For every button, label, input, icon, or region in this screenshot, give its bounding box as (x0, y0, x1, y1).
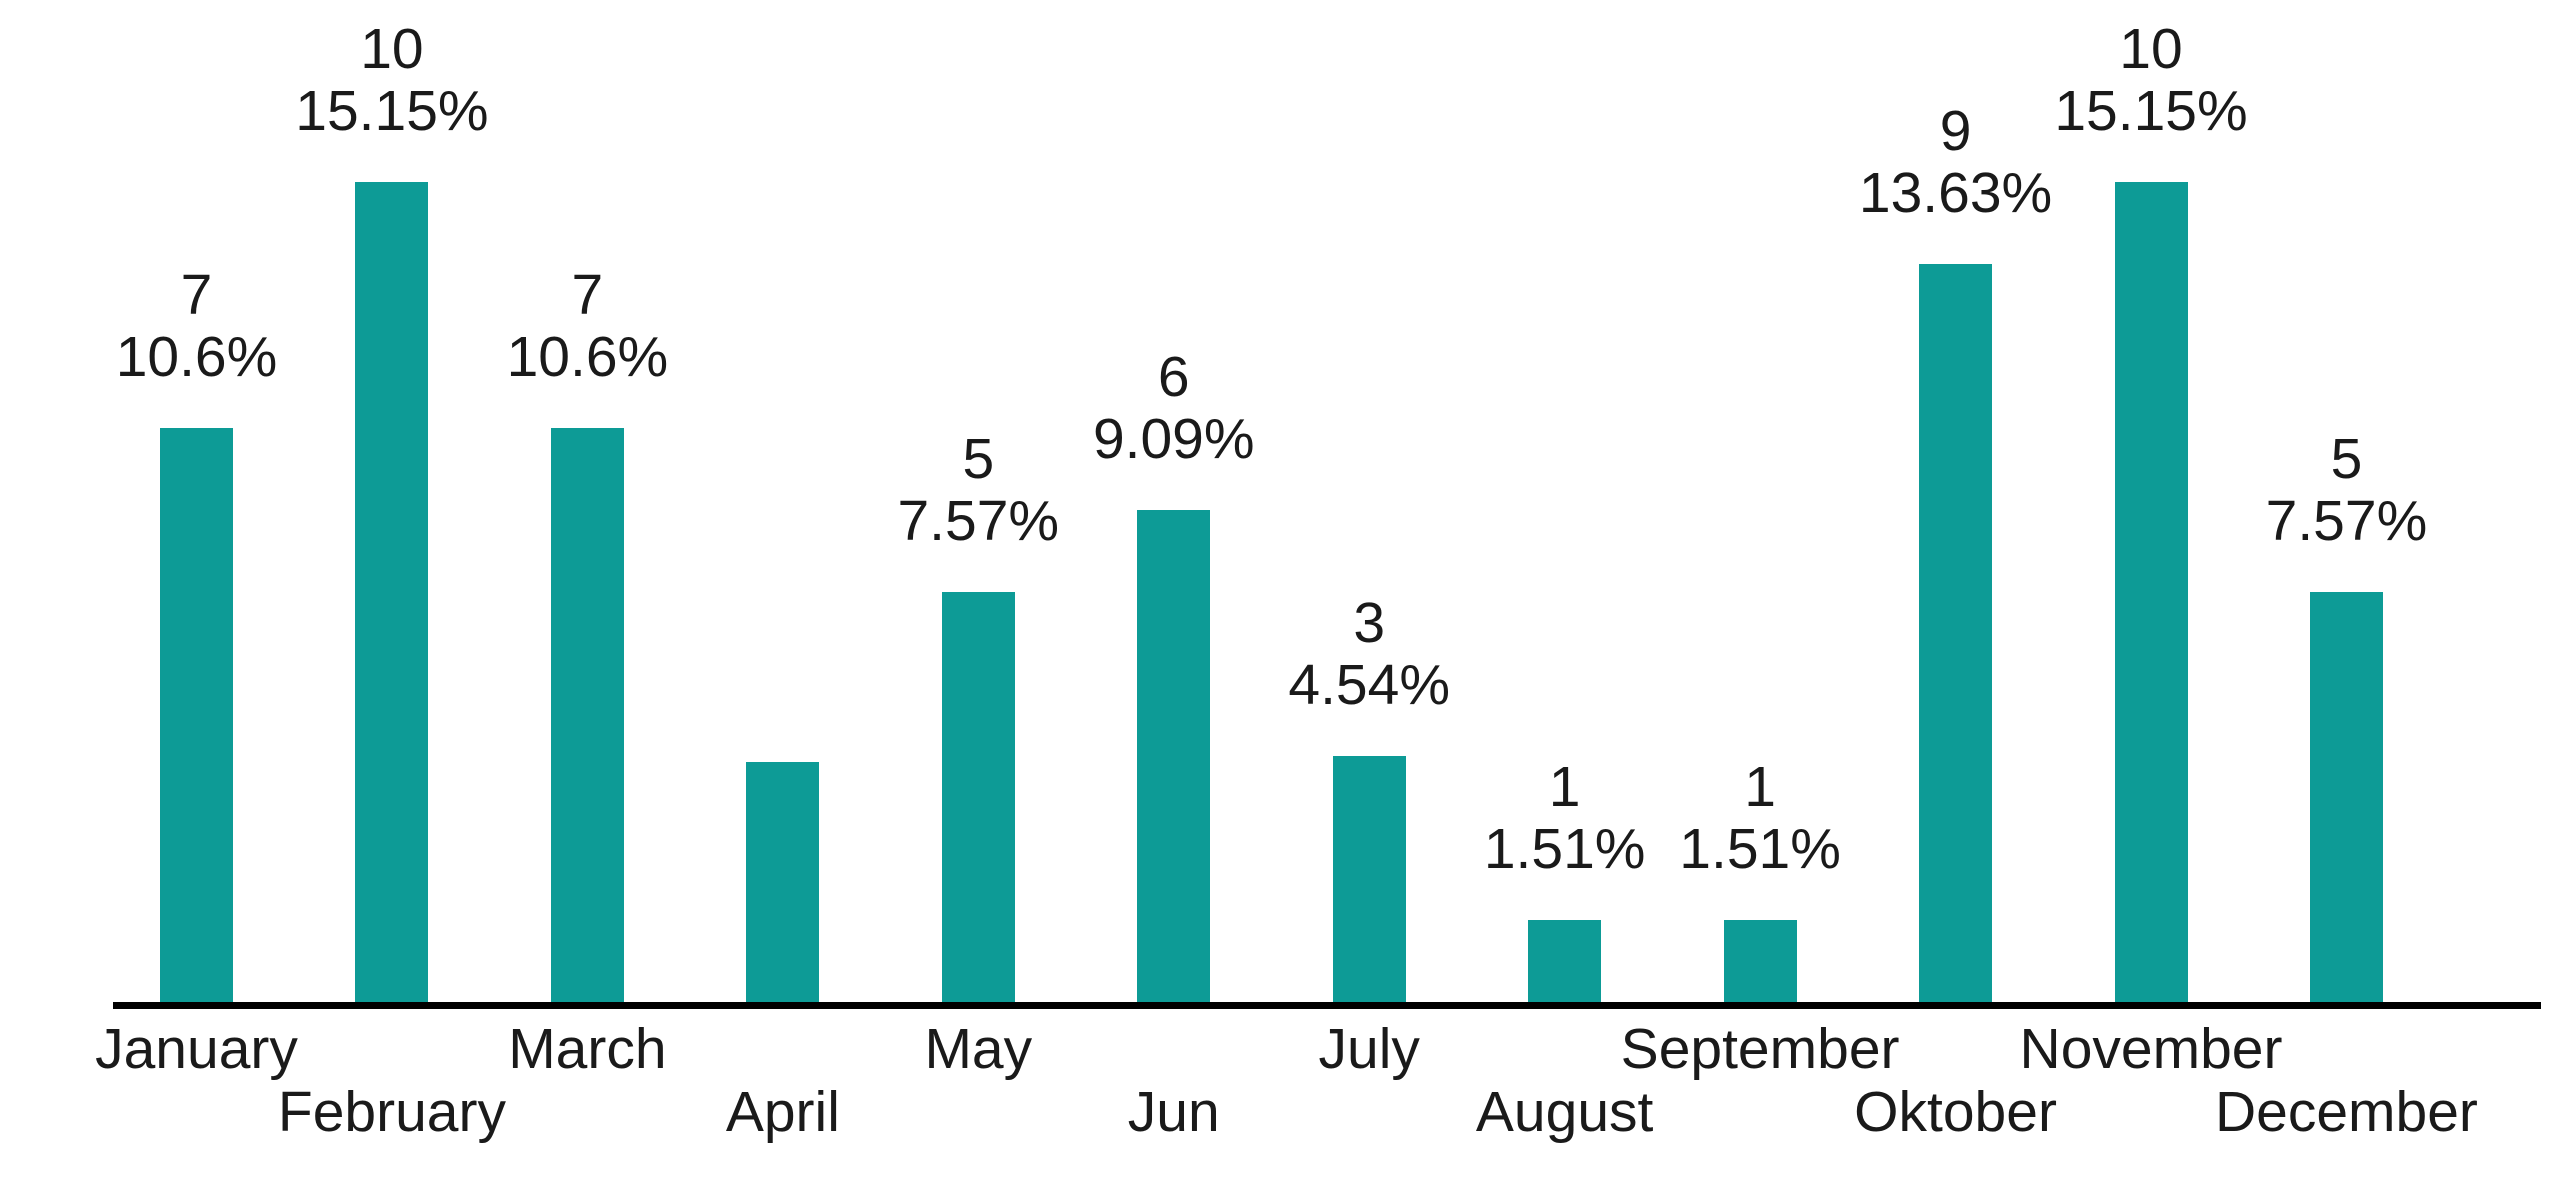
x-label-march: March (508, 1017, 667, 1081)
x-label-april: April (725, 1080, 840, 1144)
bar-data-label-july: 3 4.54% (1288, 592, 1450, 716)
bar-percent-label-march: 10.6% (506, 325, 669, 389)
bar-percent-label-august: 1.51% (1483, 817, 1646, 881)
bar-percent-label-february: 15.15% (295, 79, 489, 143)
x-label-july: July (1318, 1017, 1420, 1081)
bar-data-label-jun: 6 9.09% (1093, 346, 1255, 470)
bar-september (1723, 920, 1797, 1002)
bar-count-label-january: 7 (180, 263, 213, 327)
bar-data-label-september: 1 1.51% (1679, 756, 1841, 880)
x-label-may: May (924, 1017, 1033, 1081)
bar-data-label-august: 1 1.51% (1484, 756, 1646, 880)
bar-november (2114, 182, 2188, 1002)
bar-march (550, 428, 624, 1002)
bar-april (746, 762, 820, 1002)
bar-count-label-february: 10 (360, 17, 424, 81)
x-label-oktober: Oktober (1854, 1080, 2057, 1144)
bar-percent-label-may: 7.57% (897, 489, 1060, 553)
x-axis-line (113, 1002, 2541, 1009)
x-label-jun: Jun (1127, 1080, 1220, 1144)
bar-data-label-february: 10 15.15% (295, 18, 488, 142)
bar-count-label-march: 7 (571, 263, 604, 327)
x-label-september: September (1620, 1017, 1900, 1081)
x-label-august: August (1475, 1080, 1654, 1144)
bar-february (355, 182, 429, 1002)
bar-percent-label-jun: 9.09% (1092, 407, 1255, 471)
bar-count-label-jun: 6 (1157, 345, 1190, 409)
bar-count-label-july: 3 (1353, 591, 1386, 655)
bar-percent-label-december: 7.57% (2265, 489, 2428, 553)
bar-percent-label-january: 10.6% (115, 325, 278, 389)
bar-percent-label-november: 15.15% (2054, 79, 2248, 143)
x-label-november: November (2019, 1017, 2283, 1081)
bar-august (1528, 920, 1602, 1002)
bar-count-label-september: 1 (1744, 755, 1776, 819)
bar-data-label-january: 7 10.6% (116, 264, 278, 388)
bar-july (1332, 756, 1406, 1002)
x-label-december: December (2214, 1080, 2478, 1144)
bar-count-label-december: 5 (2330, 427, 2363, 491)
bar-count-label-may: 5 (962, 427, 995, 491)
x-label-january: January (95, 1017, 298, 1081)
bar-percent-label-oktober: 13.63% (1858, 161, 2053, 225)
bar-december (2309, 592, 2383, 1002)
x-label-february: February (277, 1080, 506, 1144)
bar-data-label-march: 7 10.6% (507, 264, 669, 388)
bar-data-label-may: 5 7.57% (897, 428, 1059, 552)
bar-data-label-november: 10 15.15% (2054, 18, 2247, 142)
bar-percent-label-september: 1.51% (1679, 817, 1841, 881)
bar-count-label-august: 1 (1548, 755, 1581, 819)
bar-count-label-oktober: 9 (1939, 99, 1972, 163)
bar-count-label-november: 10 (2119, 17, 2183, 81)
bar-data-label-oktober: 9 13.63% (1859, 100, 2052, 224)
bar-percent-label-july: 4.54% (1288, 653, 1450, 717)
bar-jun (1137, 510, 1211, 1002)
bar-oktober (1919, 264, 1993, 1002)
bar-january (160, 428, 233, 1002)
bar-data-label-december: 5 7.57% (2266, 428, 2428, 552)
bar-may (941, 592, 1015, 1002)
